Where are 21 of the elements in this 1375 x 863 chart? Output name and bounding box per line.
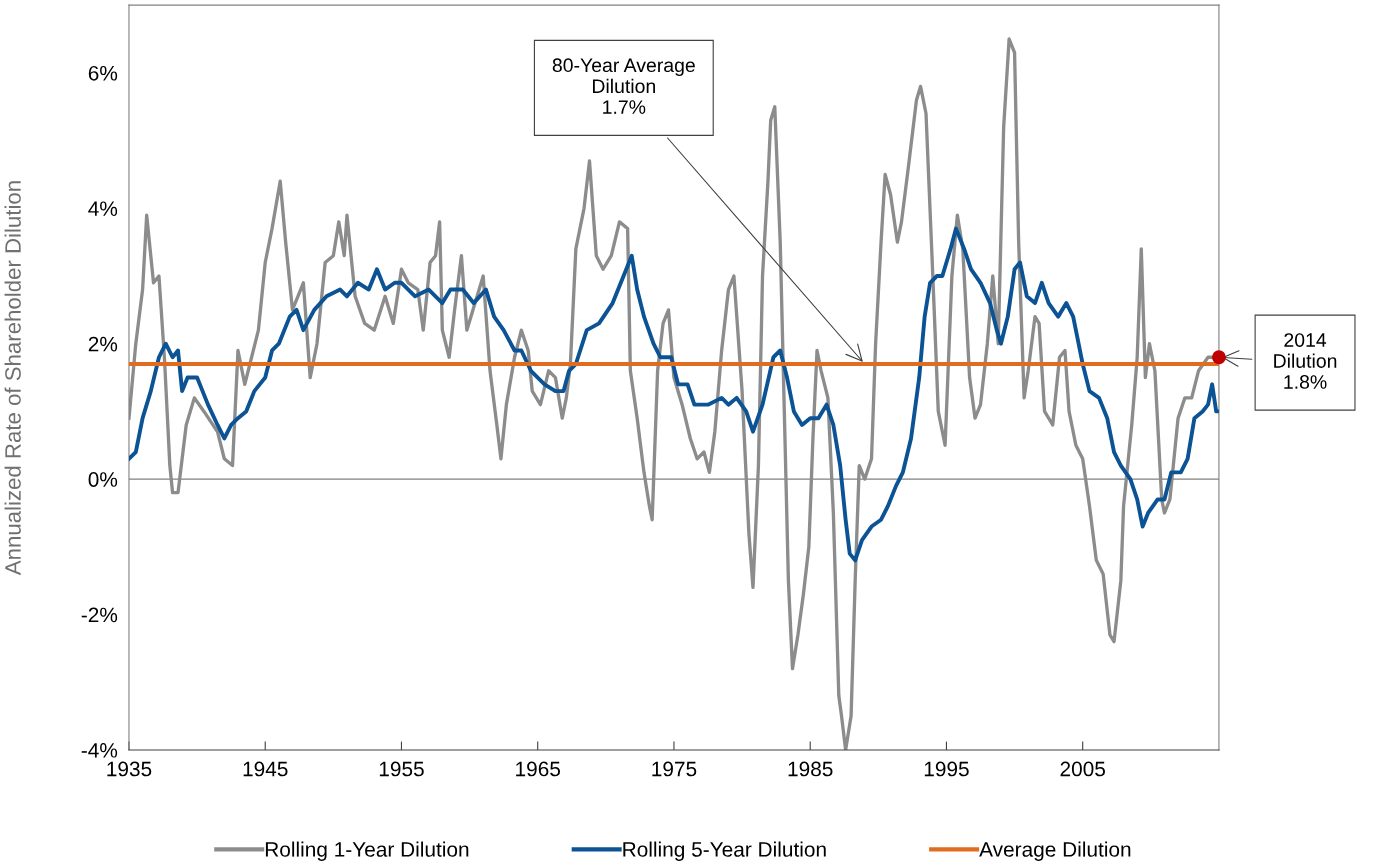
x-tick-label: 1945 [243, 761, 288, 777]
line-series [128, 226, 1219, 563]
x-tick-label: 1995 [924, 761, 969, 777]
legend-label: Rolling 1-Year Dilution [265, 841, 469, 861]
y-axis-title: Annualized Rate of Shareholder Dilution [4, 181, 21, 576]
y-tick-label: -2% [81, 607, 118, 623]
legend-label: Rolling 5-Year Dilution [623, 841, 826, 861]
y-tick-label: 0% [88, 472, 118, 487]
x-tick-label: 1975 [652, 761, 697, 777]
y-tick-label: 2% [88, 336, 118, 352]
x-tick-label: 1955 [379, 761, 424, 777]
annotation: 80-Year Average Dilution 1.7% [552, 58, 695, 114]
legend-label: Average Dilution [979, 841, 1131, 861]
x-tick-label: 1985 [788, 761, 833, 777]
y-tick-label: 4% [88, 201, 118, 216]
x-tick-label: 1965 [516, 761, 561, 777]
y-tick-label: -4% [81, 743, 118, 758]
y-tick-label: 6% [88, 65, 118, 81]
annotation: 2014 Dilution 1.8% [1274, 333, 1337, 389]
x-tick-label: 2005 [1060, 761, 1105, 777]
x-tick-label: 1935 [107, 761, 152, 777]
